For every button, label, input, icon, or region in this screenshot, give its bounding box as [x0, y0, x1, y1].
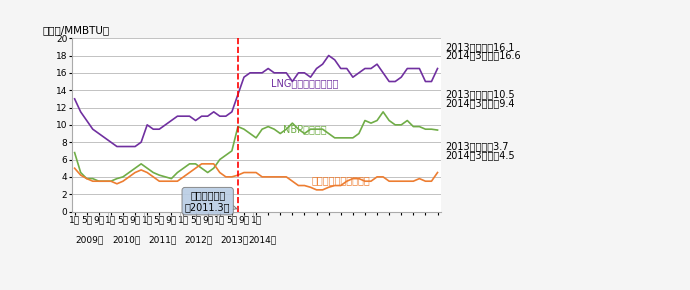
Text: 2014年3月　：4.5: 2014年3月 ：4.5 — [446, 150, 515, 160]
Text: 2014年: 2014年 — [248, 236, 276, 245]
Text: 東日本大震災
（2011.3）: 東日本大震災 （2011.3） — [185, 190, 237, 212]
Text: （ドル/MMBTU）: （ドル/MMBTU） — [42, 25, 109, 35]
Text: NBP（欧州）: NBP（欧州） — [283, 124, 326, 134]
Text: 2012年: 2012年 — [184, 236, 213, 245]
Text: 2013年平均：3.7: 2013年平均：3.7 — [446, 142, 509, 151]
Text: 2013年: 2013年 — [221, 236, 249, 245]
Text: 2013年平均：16.1: 2013年平均：16.1 — [446, 42, 515, 52]
Text: LNG輸入価格（日本）: LNG輸入価格（日本） — [270, 78, 338, 88]
Text: 2011年: 2011年 — [148, 236, 177, 245]
Text: ヘンリーハブ（米国）: ヘンリーハブ（米国） — [311, 175, 370, 185]
Text: 2014年3月　：9.4: 2014年3月 ：9.4 — [446, 98, 515, 108]
Text: 2009年: 2009年 — [76, 236, 104, 245]
Text: 2013年平均：10.5: 2013年平均：10.5 — [446, 90, 515, 99]
Text: 2014年3月　：16.6: 2014年3月 ：16.6 — [446, 50, 521, 61]
Text: 2010年: 2010年 — [112, 236, 140, 245]
